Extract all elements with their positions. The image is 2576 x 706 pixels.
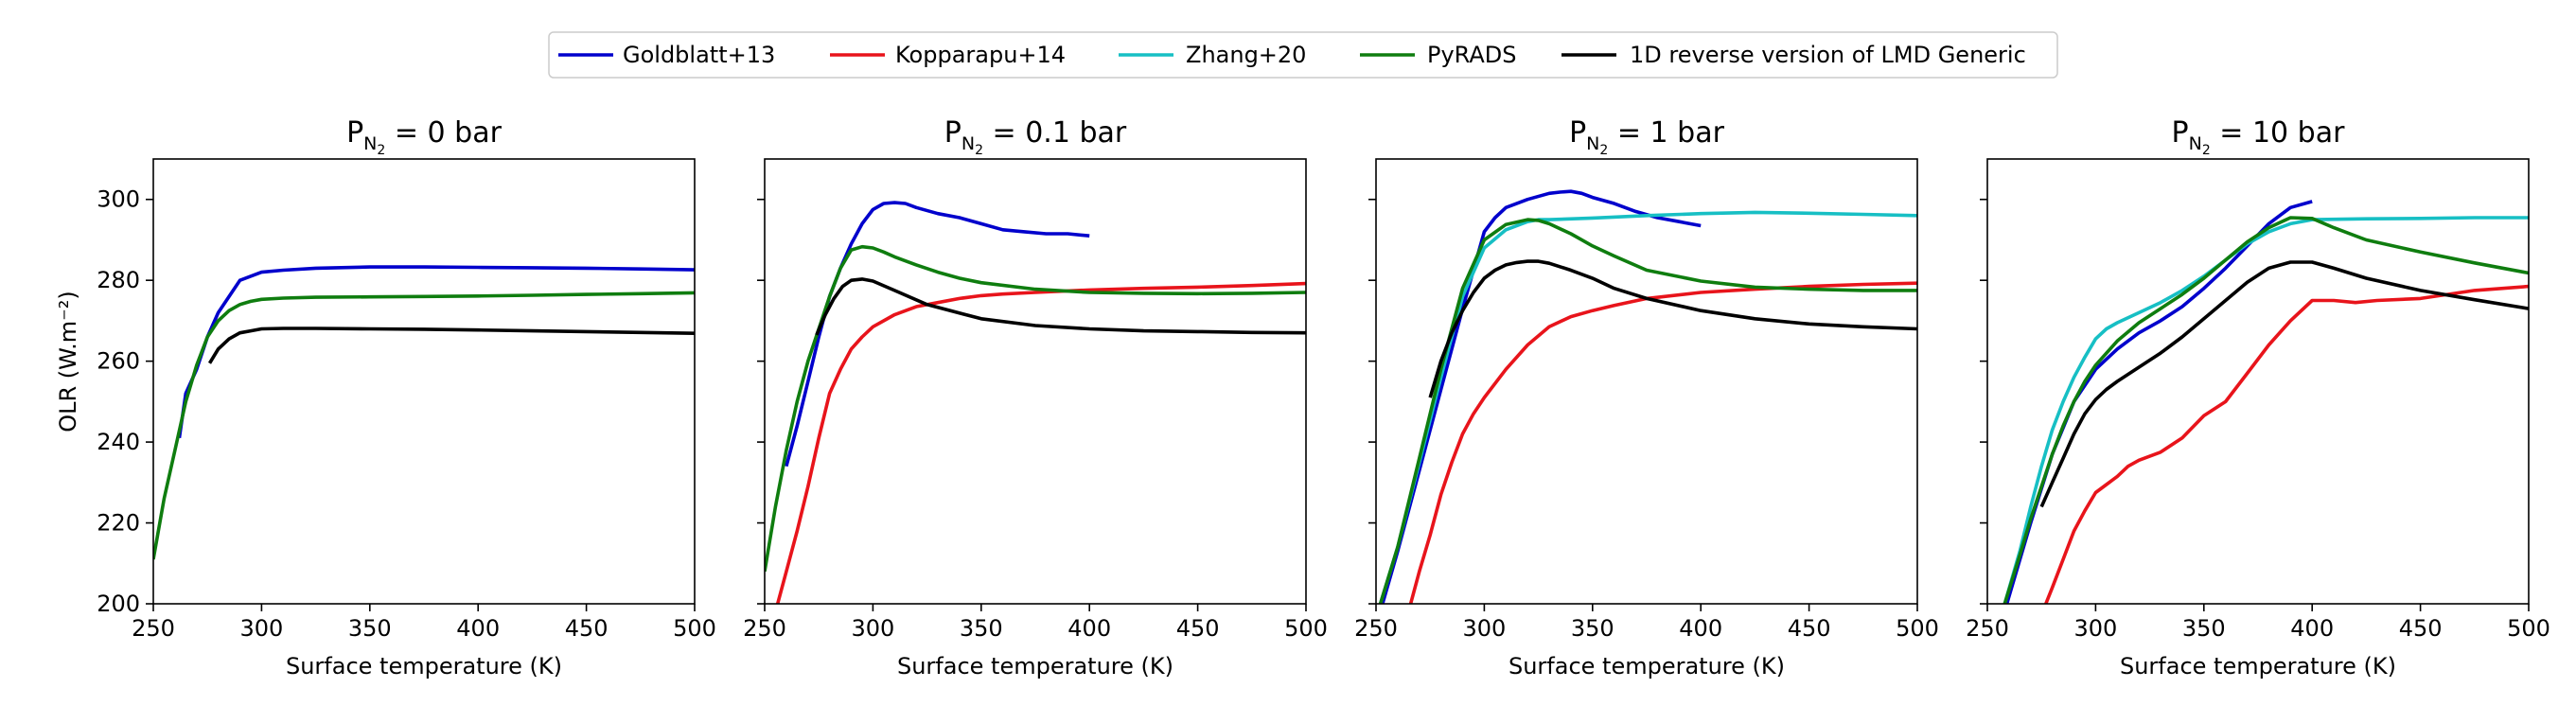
legend-label-pyrads: PyRADS (1427, 42, 1517, 68)
y-axis-label: OLR (W.m⁻²) (55, 291, 81, 432)
series-line-kopparapu-14 (2044, 284, 2529, 604)
legend: Goldblatt+13 Kopparapu+14 Zhang+20 PyRAD… (548, 31, 2058, 79)
panel-1: 250 300 350 400 450 500200220240260280300Surf… (97, 116, 716, 680)
panel-title-p: P (944, 116, 962, 150)
x-tick-label: 350 (1571, 615, 1614, 642)
panel-title-value: = 1 bar (1608, 116, 1724, 150)
panel-title: PN2 = 10 bar (2172, 116, 2346, 158)
panel-title-sub: N (2189, 133, 2202, 154)
series-line-1d-reverse-version-of-lmd-generic (1428, 259, 1917, 398)
x-tick-label: 350 (2182, 615, 2226, 642)
panel-title-subsub: 2 (2202, 143, 2211, 158)
x-tick-label: 400 (2290, 615, 2334, 642)
x-axis-label: Surface temperature (K) (1509, 653, 1785, 680)
x-tick-label: 450 (1788, 615, 1831, 642)
panel-title: PN2 = 0.1 bar (944, 116, 1127, 158)
plot-frame (152, 158, 696, 605)
panel-title-value: = 0.1 bar (983, 116, 1127, 150)
panel-title-value: = 0 bar (385, 116, 502, 150)
panel-title-sub: N (363, 133, 377, 154)
series-group (2003, 200, 2529, 604)
legend-label-kopparapu: Kopparapu+14 (895, 42, 1066, 68)
x-tick-label: 450 (565, 615, 609, 642)
panel-4: 250 300 350 400 450 500 Surface temperature (K… (1966, 116, 2550, 680)
series-line-1d-reverse-version-of-lmd-generic (815, 277, 1306, 336)
panel-title-subsub: 2 (975, 143, 983, 158)
series-line-pyrads (2003, 216, 2529, 604)
y-tick-label: 200 (97, 591, 140, 617)
x-tick-label: 300 (239, 615, 283, 642)
x-tick-label: 350 (960, 615, 1003, 642)
series-line-1d-reverse-version-of-lmd-generic (207, 327, 695, 364)
series-line-goldblatt-13 (1381, 189, 1702, 604)
x-axis-label: Surface temperature (K) (897, 653, 1173, 680)
legend-label-goldblatt: Goldblatt+13 (623, 42, 775, 68)
panel-title: PN2 = 0 bar (346, 116, 502, 158)
series-line-kopparapu-14 (775, 281, 1306, 604)
panel-title: PN2 = 1 bar (1569, 116, 1724, 158)
series-line-1d-reverse-version-of-lmd-generic (2039, 260, 2529, 508)
x-tick-label: 500 (1284, 615, 1328, 642)
panel-title-sub: N (1586, 133, 1599, 154)
x-tick-label: 400 (1067, 615, 1111, 642)
x-tick-label: 250 (132, 615, 175, 642)
x-tick-label: 500 (1896, 615, 1939, 642)
series-line-kopparapu-14 (1408, 281, 1917, 604)
x-tick-label: 450 (1176, 615, 1220, 642)
panel-title-subsub: 2 (377, 143, 385, 158)
panels: 250 300 350 400 450 500200220240260280300Surf… (97, 116, 2550, 680)
series-line-pyrads (1378, 218, 1917, 604)
x-tick-label: 350 (348, 615, 392, 642)
x-tick-label: 400 (456, 615, 500, 642)
legend-label-zhang: Zhang+20 (1186, 42, 1306, 68)
panel-title-value: = 10 bar (2211, 116, 2345, 150)
x-tick-label: 250 (743, 615, 786, 642)
panel-3: 250 300 350 400 450 500 Surface temperature (K… (1354, 116, 1939, 680)
plot-frame (1375, 158, 1918, 605)
legend-frame (548, 31, 2058, 79)
panel-title-p: P (1569, 116, 1586, 150)
plot-frame (1986, 158, 2530, 605)
y-tick-label: 280 (97, 267, 140, 293)
panel-title-p: P (2172, 116, 2189, 150)
panel-2: 250 300 350 400 450 500 Surface temperature (K… (743, 116, 1328, 680)
y-tick-label: 300 (97, 186, 140, 213)
x-tick-label: 300 (2073, 615, 2117, 642)
y-tick-label: 220 (97, 510, 140, 537)
y-tick-label: 260 (97, 348, 140, 375)
x-tick-label: 450 (2399, 615, 2443, 642)
x-tick-label: 500 (2507, 615, 2550, 642)
series-line-zhang-20 (2003, 216, 2529, 604)
legend-label-lmd: 1D reverse version of LMD Generic (1630, 42, 2026, 68)
x-axis-label: Surface temperature (K) (2120, 653, 2396, 680)
series-group (1378, 189, 1917, 604)
x-tick-label: 250 (1966, 615, 2009, 642)
panel-title-p: P (346, 116, 363, 150)
panel-title-sub: N (962, 133, 975, 154)
plot-frame (764, 158, 1307, 605)
series-line-pyrads (153, 291, 695, 560)
series-group (765, 201, 1306, 604)
series-group (153, 265, 695, 560)
x-tick-label: 300 (1462, 615, 1506, 642)
x-tick-label: 250 (1354, 615, 1398, 642)
x-tick-label: 500 (673, 615, 716, 642)
panel-title-subsub: 2 (1599, 143, 1608, 158)
series-line-pyrads (765, 244, 1306, 573)
x-axis-label: Surface temperature (K) (286, 653, 562, 680)
x-tick-label: 400 (1679, 615, 1722, 642)
y-tick-label: 240 (97, 429, 140, 455)
x-tick-label: 300 (851, 615, 894, 642)
